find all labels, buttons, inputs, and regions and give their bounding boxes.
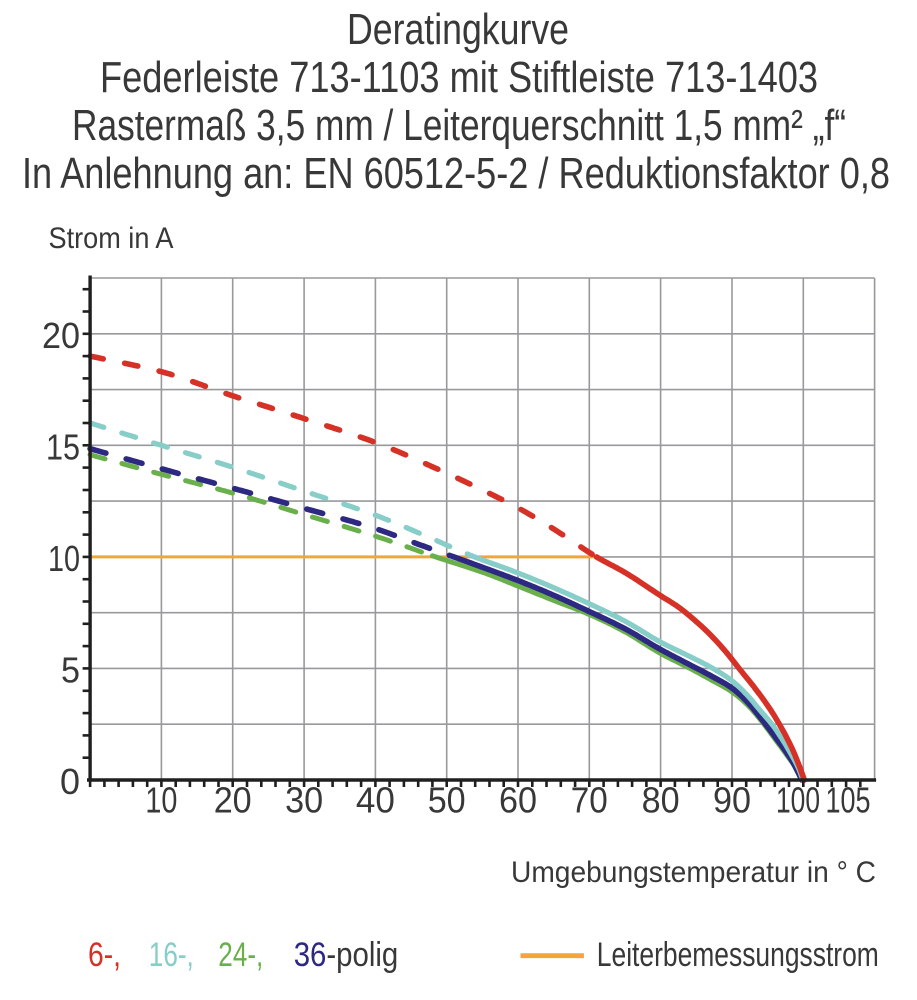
svg-text:80: 80	[642, 780, 680, 821]
svg-text:10: 10	[145, 780, 177, 821]
svg-text:16-,: 16-,	[149, 936, 194, 974]
svg-text:In Anlehnung an: EN 60512-5-2: In Anlehnung an: EN 60512-5-2 / Reduktio…	[22, 150, 890, 198]
svg-text:100: 100	[776, 780, 820, 821]
svg-text:0: 0	[60, 761, 80, 802]
svg-text:10: 10	[48, 538, 80, 579]
svg-text:5: 5	[61, 649, 80, 690]
svg-text:Leiterbemessungsstrom: Leiterbemessungsstrom	[597, 936, 879, 974]
svg-text:6-,: 6-,	[88, 936, 121, 974]
svg-text:Strom in A: Strom in A	[49, 222, 174, 255]
svg-text:Deratingkurve: Deratingkurve	[347, 6, 569, 54]
svg-text:20: 20	[42, 315, 80, 356]
svg-text:Umgebungstemperatur in ° C: Umgebungstemperatur in ° C	[511, 856, 876, 889]
svg-text:40: 40	[356, 780, 395, 821]
svg-text:30: 30	[285, 780, 323, 821]
svg-text:90: 90	[713, 780, 751, 821]
svg-text:36-polig: 36-polig	[294, 936, 399, 974]
svg-text:Rastermaß 3,5 mm / Leiterquers: Rastermaß 3,5 mm / Leiterquerschnitt 1,5…	[72, 102, 846, 150]
svg-text:20: 20	[214, 780, 252, 821]
svg-text:60: 60	[499, 780, 537, 821]
svg-text:70: 70	[571, 780, 608, 821]
svg-text:105: 105	[826, 780, 871, 821]
svg-text:Federleiste 713-1103 mit Stift: Federleiste 713-1103 mit Stiftleiste 713…	[100, 54, 818, 102]
svg-text:24-,: 24-,	[218, 936, 263, 974]
svg-text:50: 50	[428, 780, 466, 821]
svg-text:15: 15	[46, 426, 80, 467]
